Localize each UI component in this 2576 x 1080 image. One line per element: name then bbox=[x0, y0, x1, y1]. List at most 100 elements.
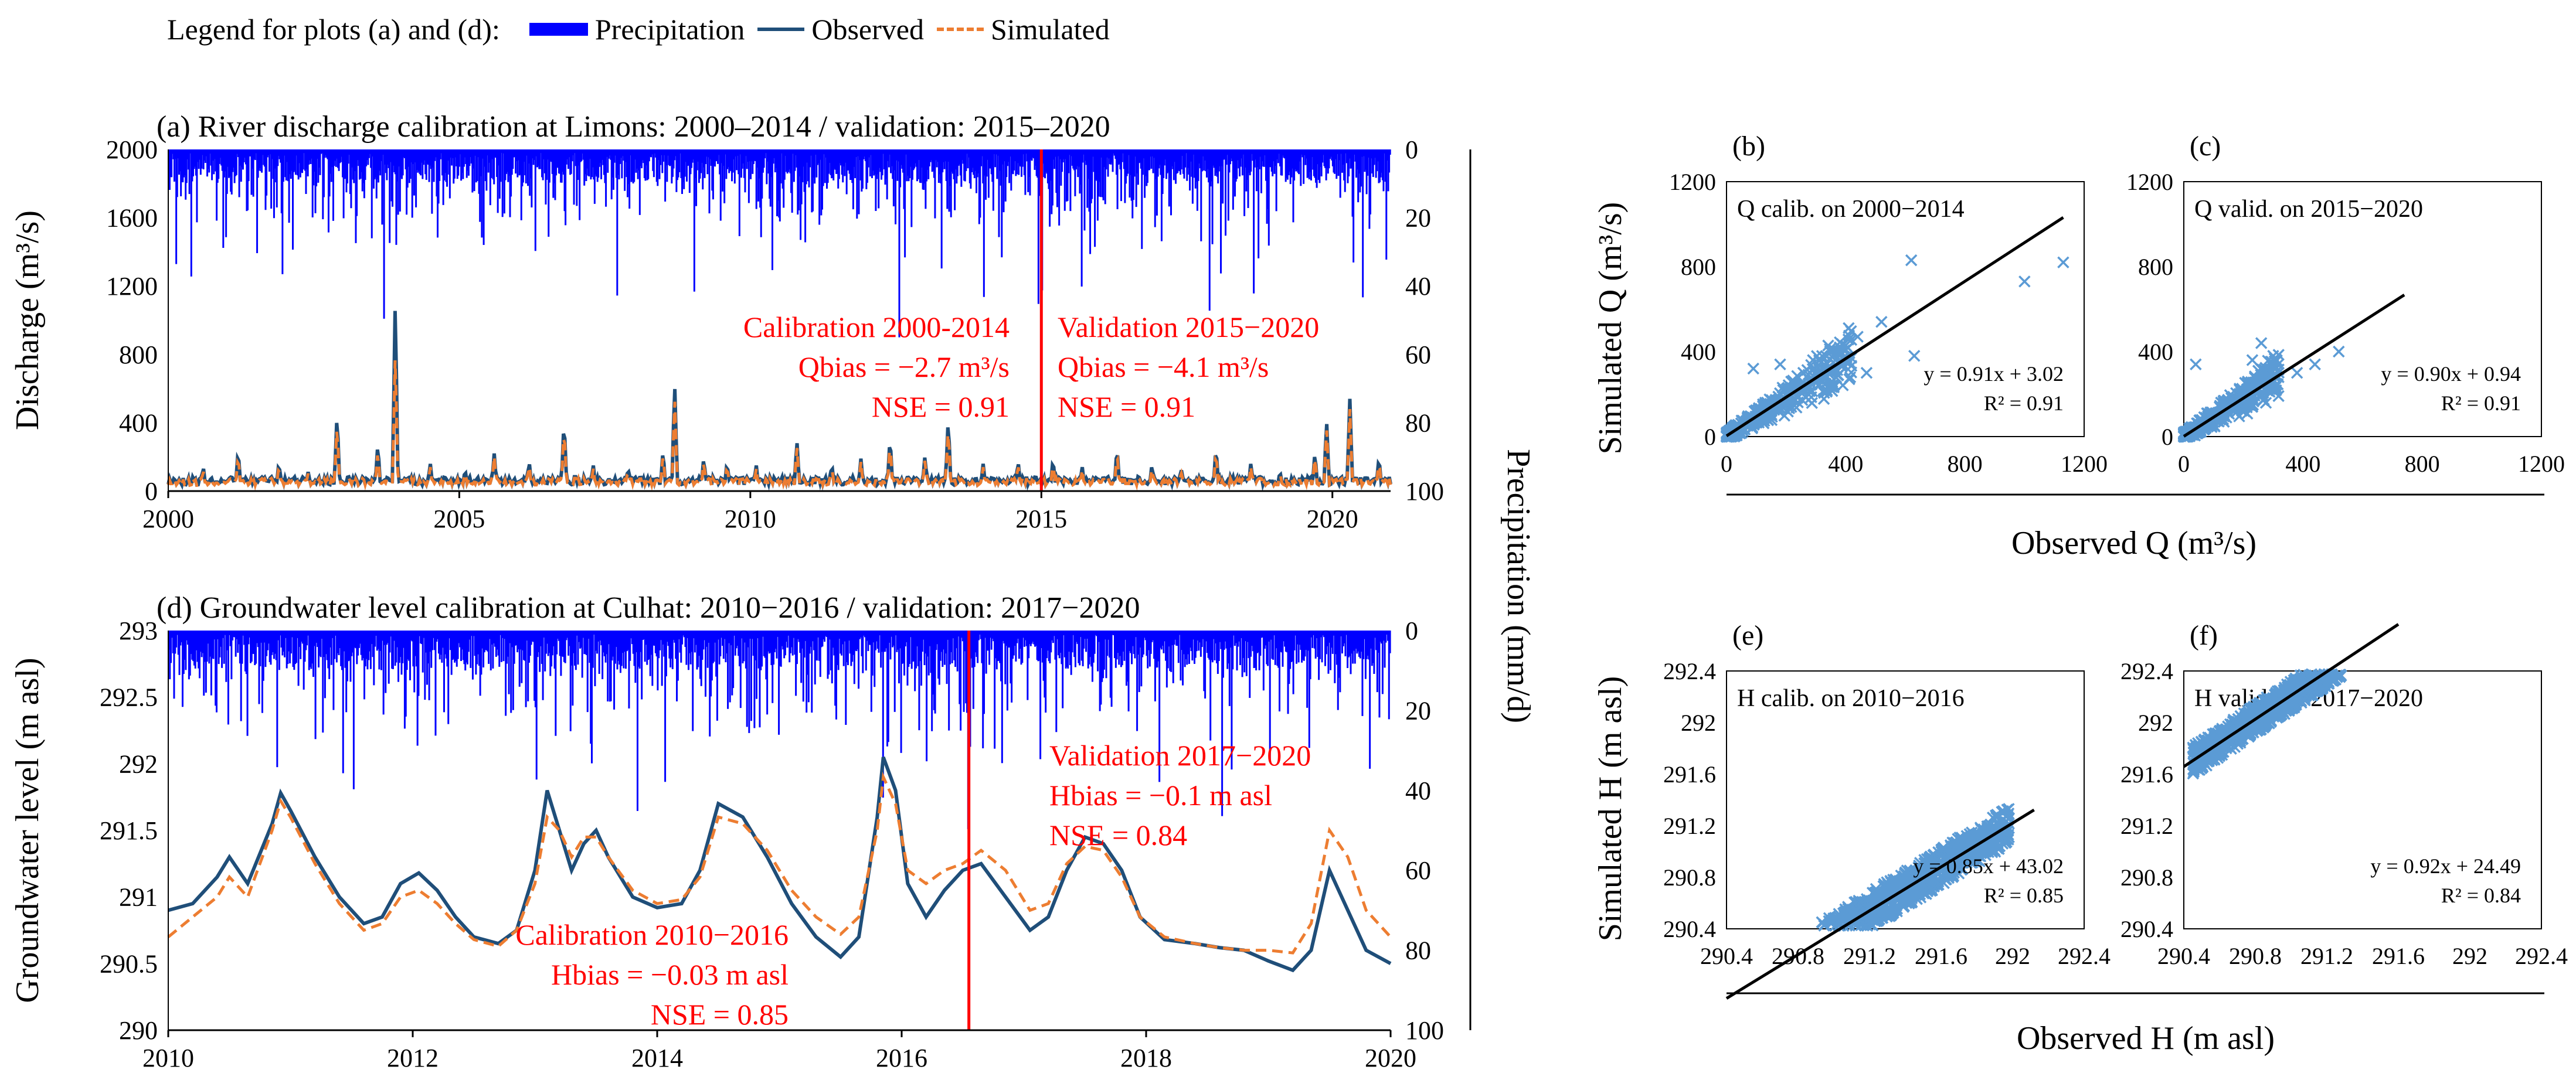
validation-annotation: NSE = 0.91 bbox=[1058, 390, 1195, 423]
y-tick-label: 291.5 bbox=[100, 816, 158, 845]
y2-tick-label: 40 bbox=[1405, 272, 1431, 301]
y-tick-label: 292.4 bbox=[2120, 658, 2173, 684]
scatter-point bbox=[1993, 843, 2005, 856]
y2-tick-label: 20 bbox=[1405, 696, 1431, 725]
scatter-point bbox=[1917, 886, 1930, 899]
r-squared: R² = 0.91 bbox=[2441, 391, 2521, 415]
scatter-point bbox=[1882, 878, 1894, 891]
scatter-point bbox=[2202, 731, 2214, 744]
panel-label: (c) bbox=[2190, 131, 2221, 162]
scatter-point bbox=[2249, 376, 2261, 389]
y-tick-label: 290.8 bbox=[2120, 864, 2173, 891]
x-tick-label: 2012 bbox=[387, 1044, 439, 1072]
scatter-point bbox=[1774, 358, 1786, 370]
plot-frame bbox=[2183, 181, 2542, 437]
panel-box-text: H calib. on 2010−2016 bbox=[1737, 685, 1965, 712]
scatter-point bbox=[2211, 411, 2224, 424]
scatter-point bbox=[1891, 876, 1904, 889]
x-tick-label: 291.2 bbox=[1843, 943, 1896, 969]
scatter-point bbox=[1827, 381, 1840, 394]
panel-label: (e) bbox=[1732, 620, 1763, 651]
regression-line bbox=[2183, 294, 2405, 438]
panel-a-title: (a) River discharge calibration at Limon… bbox=[157, 110, 1110, 144]
y-tick-label: 290.4 bbox=[1663, 916, 1716, 942]
panel-b: (b) Q calib. on 2000−2014 y = 0.91x + 3.02… bbox=[1669, 131, 2108, 477]
scatter-point bbox=[1935, 843, 1948, 856]
y2-tick-label: 60 bbox=[1405, 856, 1431, 885]
y-tick-label: 2000 bbox=[106, 135, 158, 164]
h-simulated-axis-label: Simulated H (m asl) bbox=[1592, 676, 1629, 942]
scatter-point bbox=[2333, 345, 2345, 358]
regression-equation: y = 0.91x + 3.02 bbox=[1923, 362, 2064, 386]
scatter-point bbox=[2187, 767, 2200, 780]
panel-d-title: (d) Groundwater level calibration at Cul… bbox=[157, 591, 1140, 625]
scatter-point bbox=[2215, 748, 2228, 761]
y2-tick-label: 80 bbox=[1405, 408, 1431, 437]
simulated-series bbox=[166, 360, 1392, 492]
y-tick-label: 400 bbox=[1681, 339, 1716, 365]
legend-label-precipitation: Precipitation bbox=[594, 13, 745, 46]
panel-c: (c) Q valid. on 2015−2020 y = 0.90x + 0.94… bbox=[2126, 131, 2565, 477]
y-tick-label: 293 bbox=[119, 616, 158, 645]
scatter-point bbox=[2201, 407, 2213, 420]
scatter-point bbox=[1797, 366, 1810, 379]
regression-equation: y = 0.85x + 43.02 bbox=[1913, 854, 2064, 878]
y-tick-label: 291.2 bbox=[1663, 813, 1716, 839]
x-tick-label: 292 bbox=[2452, 943, 2487, 969]
scatter-point bbox=[1833, 341, 1846, 353]
x-tick-label: 2014 bbox=[631, 1044, 683, 1072]
legend-swatch-observed bbox=[757, 28, 805, 31]
x-tick-label: 0 bbox=[1721, 451, 1732, 477]
y2-tick-label: 60 bbox=[1405, 340, 1431, 369]
scatter-point bbox=[1787, 377, 1800, 390]
regression-line bbox=[2183, 623, 2400, 768]
x-tick-label: 400 bbox=[2285, 451, 2320, 477]
scatter-point bbox=[2290, 367, 2303, 379]
calibration-annotation: NSE = 0.85 bbox=[651, 998, 789, 1031]
plot-frame bbox=[1726, 181, 2085, 437]
validation-annotation: Validation 2015−2020 bbox=[1058, 311, 1319, 343]
scatter-point bbox=[1807, 354, 1819, 366]
scatter-point bbox=[1816, 350, 1829, 362]
y-tick-label: 292.4 bbox=[1663, 658, 1716, 684]
scatter-point bbox=[1824, 345, 1836, 357]
scatter-point bbox=[1765, 408, 1778, 421]
y2-tick-label: 0 bbox=[1405, 616, 1418, 645]
scatter-point bbox=[1818, 919, 1830, 932]
precipitation-bars bbox=[168, 149, 1391, 338]
scatter-point bbox=[1851, 331, 1864, 343]
scatter-point bbox=[1882, 908, 1894, 921]
scatter-point bbox=[2247, 711, 2260, 724]
x-tick-label: 290.4 bbox=[1700, 943, 1753, 969]
scatter-point bbox=[1860, 367, 1873, 379]
r-squared: R² = 0.91 bbox=[1984, 391, 2064, 415]
validation-annotation: NSE = 0.84 bbox=[1049, 819, 1187, 851]
x-tick-label: 291.6 bbox=[1915, 943, 1967, 969]
x-tick-label: 292.4 bbox=[2515, 943, 2568, 969]
regression-equation: y = 0.90x + 0.94 bbox=[2381, 362, 2521, 386]
scatter-point bbox=[2246, 354, 2259, 366]
y-tick-label: 292.5 bbox=[100, 683, 158, 712]
x-tick-label: 290.4 bbox=[2157, 943, 2210, 969]
scatter-point bbox=[1854, 895, 1867, 908]
scatter-point bbox=[1844, 371, 1857, 383]
y-tick-label: 1200 bbox=[1669, 169, 1716, 195]
scatter-point bbox=[1908, 350, 1921, 362]
y-tick-label: 292 bbox=[119, 749, 158, 778]
scatter-point bbox=[1838, 909, 1850, 922]
scatter-point bbox=[1899, 866, 1912, 878]
scatter-point bbox=[1845, 333, 1858, 346]
regression-equation: y = 0.92x + 24.49 bbox=[2370, 854, 2521, 878]
scatter-point bbox=[1940, 868, 1953, 881]
legend-label-simulated: Simulated bbox=[990, 13, 1110, 46]
y-tick-label: 800 bbox=[119, 340, 158, 369]
y-tick-label: 291 bbox=[119, 883, 158, 912]
scatter-point bbox=[1773, 387, 1786, 400]
x-tick-label: 2005 bbox=[433, 505, 485, 533]
panel-label: (b) bbox=[1732, 131, 1765, 162]
panel-e: (e) H calib. on 2010−2016 y = 0.85x + 43.0… bbox=[1663, 620, 2111, 1000]
y-tick-label: 0 bbox=[2162, 424, 2173, 450]
scatter-point bbox=[1826, 914, 1838, 926]
calibration-annotation: Hbias = −0.03 m asl bbox=[551, 958, 789, 991]
scatter-point bbox=[2237, 713, 2250, 725]
